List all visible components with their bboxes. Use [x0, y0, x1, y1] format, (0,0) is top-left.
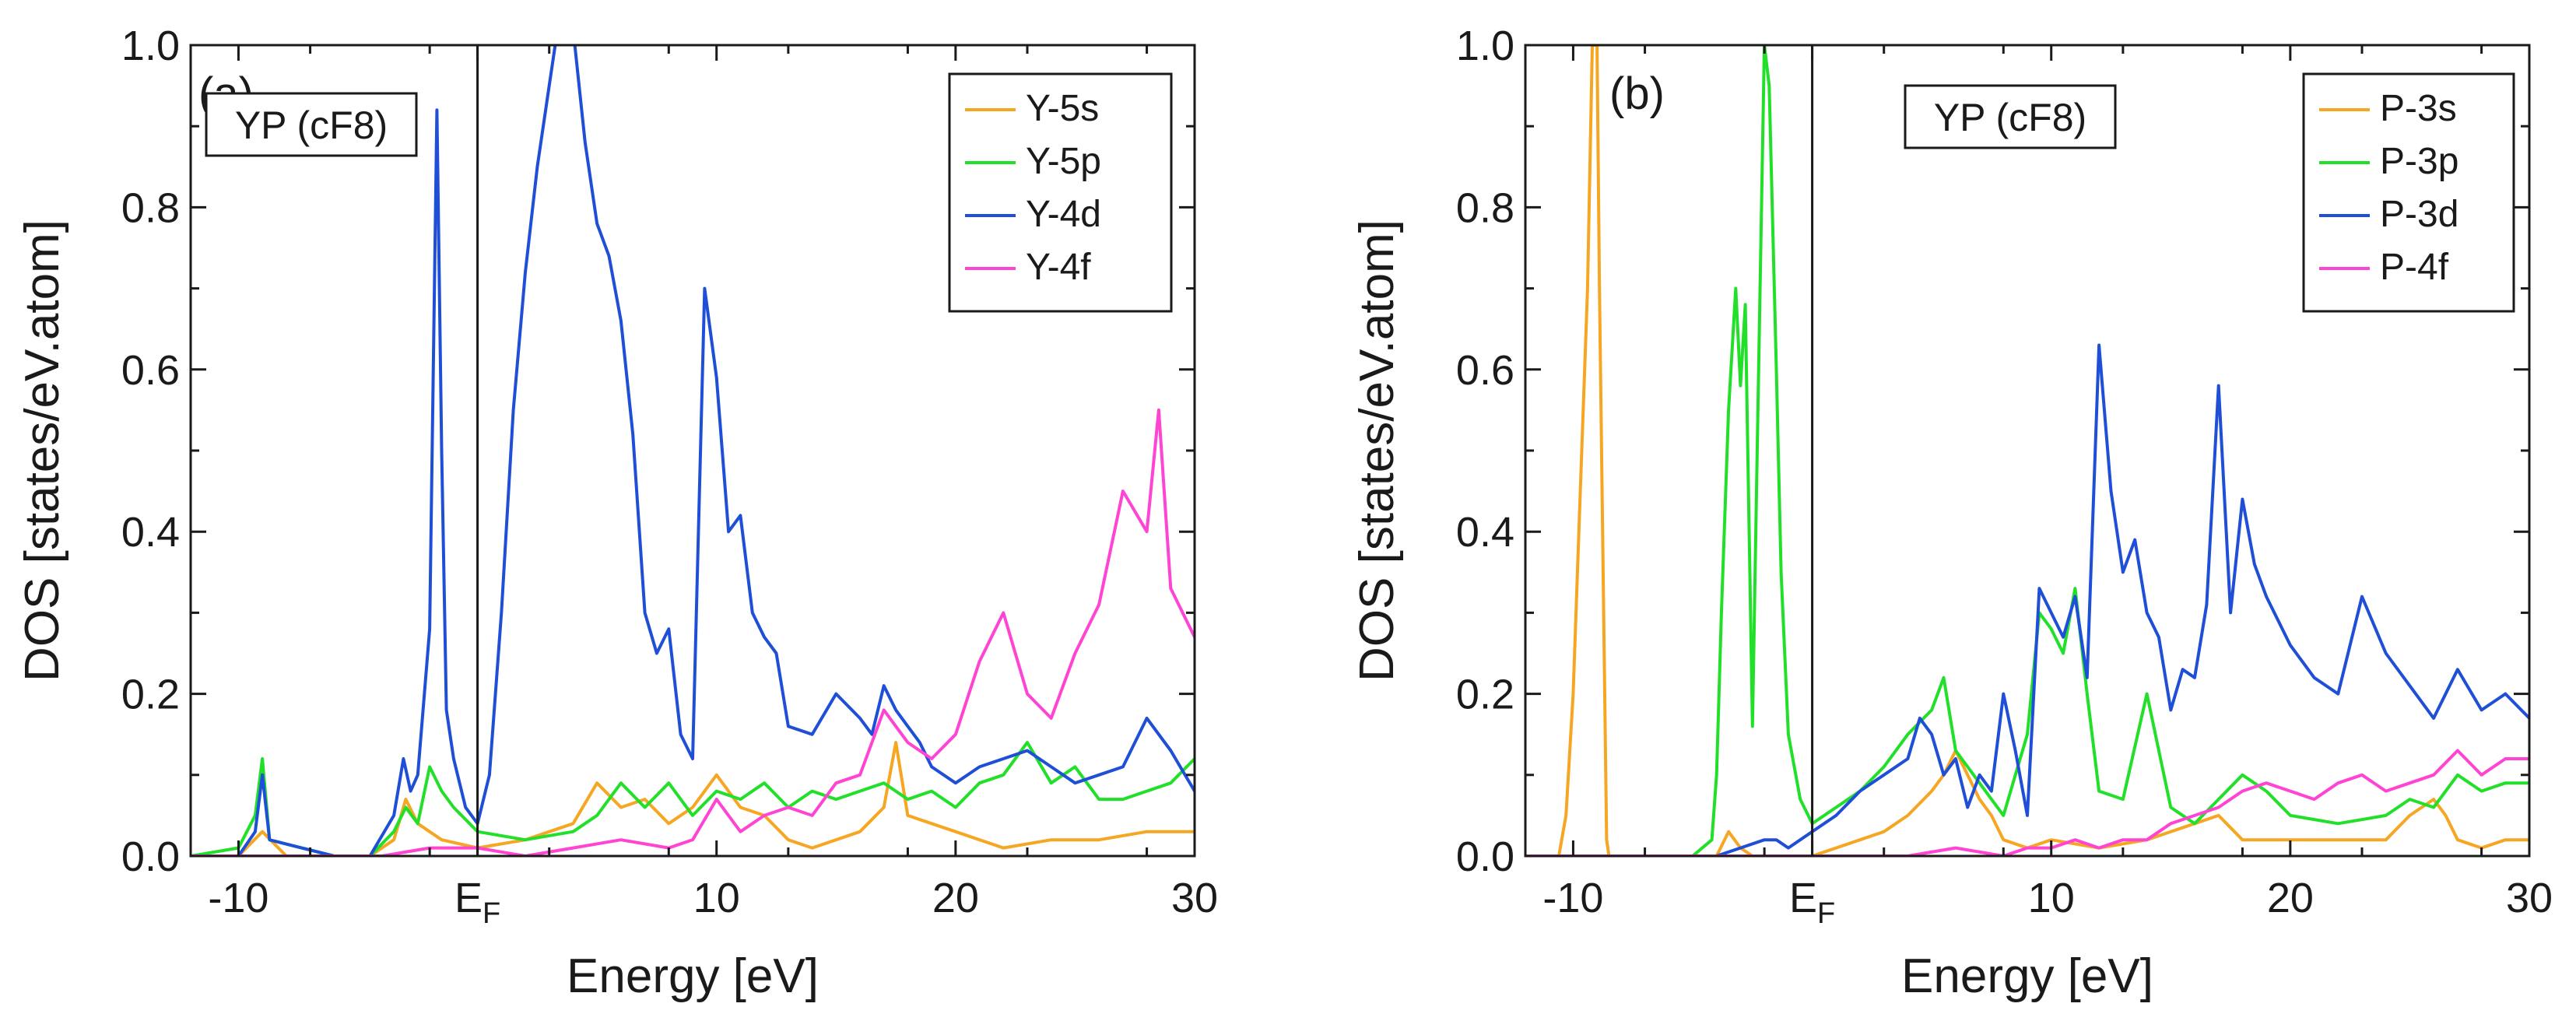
y-tick-label: 0.2 [1456, 672, 1514, 718]
x-tick-label: EF [1789, 875, 1835, 930]
x-tick-label: 30 [2506, 875, 2553, 921]
x-tick-label: 10 [2028, 875, 2075, 921]
legend-entry: Y-5p [1026, 141, 1101, 182]
x-axis-title: Energy [eV] [1901, 949, 2153, 1003]
legend-entry: P-3p [2380, 141, 2458, 182]
series-group [1525, 45, 2529, 856]
annotation-text: YP (cF8) [235, 104, 388, 147]
y-tick-label: 0.6 [121, 347, 180, 394]
series-group [191, 45, 1195, 856]
annotation-text: YP (cF8) [1934, 96, 2086, 139]
x-tick-label: EF [454, 875, 500, 930]
y-axis-title: DOS [states/eV.atom] [1350, 219, 1404, 682]
legend-entry: Y-4d [1026, 194, 1101, 235]
y-tick-label: 0.4 [1456, 509, 1514, 556]
x-tick-label: 10 [693, 875, 740, 921]
legend: Y-5s Y-5p Y-4d Y-4f [948, 72, 1173, 313]
series-line-y-4d [191, 45, 1195, 856]
series-line-p-3d [1525, 343, 2529, 856]
panel-label: (b) [1609, 68, 1665, 119]
series-line-p-4f [1525, 749, 2529, 856]
y-tick-label: 0.6 [1456, 347, 1514, 394]
y-tick-label: 1.0 [121, 23, 180, 69]
legend-entry: P-3s [2380, 88, 2457, 129]
series-line-y-4f [191, 408, 1195, 856]
x-tick-label: 20 [2267, 875, 2314, 921]
x-tick-label: -10 [208, 875, 268, 921]
y-tick-label: 0.2 [121, 672, 180, 718]
x-tick-label: -10 [1542, 875, 1603, 921]
legend-entry: Y-4f [1026, 247, 1091, 288]
y-tick-label: 0.8 [1456, 184, 1514, 231]
y-tick-label: 0.0 [1456, 833, 1514, 880]
x-tick-label: 30 [1171, 875, 1218, 921]
y-tick-label: 0.4 [121, 509, 180, 556]
x-tick-label: 20 [932, 875, 979, 921]
legend-box [2302, 72, 2515, 313]
panel-b: -10 EF 10 20 30 0.0 0.2 0.4 0.6 0.8 1.0 Energy [eV]… [1350, 23, 2553, 1003]
fermi-subscript: F [483, 897, 500, 930]
legend: P-3s P-3p P-3d P-4f [2302, 72, 2515, 313]
y-tick-label: 0.0 [121, 833, 180, 880]
series-line-y-5p [191, 741, 1195, 856]
legend-entry: P-3d [2380, 194, 2458, 235]
legend-box [948, 72, 1173, 313]
annotation-box [205, 92, 418, 157]
y-axis-title: DOS [states/eV.atom] [16, 219, 69, 682]
fermi-subscript: F [1817, 897, 1835, 930]
legend-entry: P-4f [2380, 247, 2449, 288]
series-line-p-3p [1525, 45, 2529, 856]
series-line-p-3s [1525, 45, 2529, 856]
series-line-y-5s [191, 741, 1195, 856]
y-tick-label: 0.8 [121, 184, 180, 231]
panel-a: -10 EF 10 20 30 0.0 0.2 0.4 0.6 0.8 1.0 Energy [eV]… [16, 23, 1218, 1003]
x-axis-title: Energy [eV] [567, 949, 819, 1003]
legend-entry: Y-5s [1026, 88, 1099, 129]
annotation-box [1904, 84, 2117, 149]
y-tick-label: 1.0 [1456, 23, 1514, 69]
